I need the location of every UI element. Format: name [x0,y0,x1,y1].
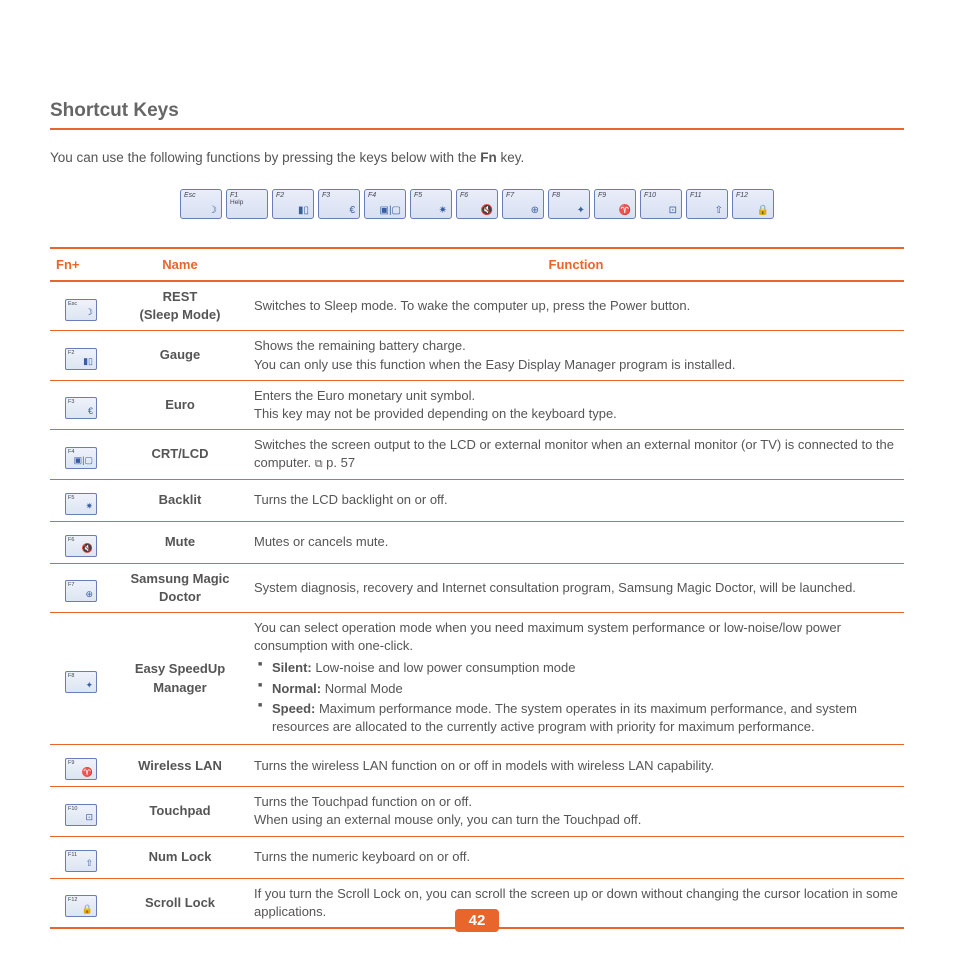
keycap-f2: F2▮▯ [272,189,314,219]
keycap-f10: F10⊡ [640,189,682,219]
mini-keycap-icon: F3€ [65,397,97,419]
table-header-row: Fn+ Name Function [50,248,904,281]
cell-function: Shows the remaining battery charge.You c… [248,331,904,380]
mini-keycap-icon: F8✦ [65,671,97,693]
cell-function: Switches to Sleep mode. To wake the comp… [248,281,904,331]
keycap-row: Esc☽F1HelpF2▮▯F3€F4▣|▢F5✷F6🔇F7⊕F8✦F9♈F10… [50,189,904,219]
cell-name: Samsung Magic Doctor [112,563,248,612]
shortcut-table: Fn+ Name Function Esc☽REST(Sleep Mode)Sw… [50,247,904,929]
keycap-f7: F7⊕ [502,189,544,219]
header-fn: Fn+ [50,248,112,281]
mini-keycap-icon: Esc☽ [65,299,97,321]
mini-keycap-icon: F7⊕ [65,580,97,602]
intro-post: key. [497,150,525,165]
cell-name: Euro [112,380,248,429]
table-row: F8✦ Easy SpeedUp ManagerYou can select op… [50,613,904,745]
table-row: F10⊡ TouchpadTurns the Touchpad function … [50,787,904,836]
intro-fn: Fn [480,150,497,165]
mini-keycap-icon: F9♈ [65,758,97,780]
keycap-f11: F11⇧ [686,189,728,219]
mini-keycap-icon: F2▮▯ [65,348,97,370]
cell-key: F4▣|▢ [50,430,112,480]
keycap-f9: F9♈ [594,189,636,219]
cell-name: Mute [112,521,248,563]
mini-keycap-icon: F11⇧ [65,850,97,872]
page: Shortcut Keys You can use the following … [0,0,954,929]
table-body: Esc☽ REST(Sleep Mode)Switches to Sleep mo… [50,281,904,928]
header-name: Name [112,248,248,281]
cell-function: Enters the Euro monetary unit symbol.Thi… [248,380,904,429]
cell-key: F8✦ [50,613,112,745]
cell-name: Backlit [112,479,248,521]
mini-keycap-icon: F6🔇 [65,535,97,557]
cell-key: Esc☽ [50,281,112,331]
cell-function: Switches the screen output to the LCD or… [248,430,904,480]
cell-key: F7⊕ [50,563,112,612]
cell-key: F11⇧ [50,836,112,878]
cell-function: Turns the Touchpad function on or off.Wh… [248,787,904,836]
cell-function: System diagnosis, recovery and Internet … [248,563,904,612]
cell-function: Mutes or cancels mute. [248,521,904,563]
mini-keycap-icon: F10⊡ [65,804,97,826]
cell-key: F5✷ [50,479,112,521]
table-row: F11⇧ Num LockTurns the numeric keyboard o… [50,836,904,878]
cell-function: Turns the LCD backlight on or off. [248,479,904,521]
mini-keycap-icon: F5✷ [65,493,97,515]
keycap-f5: F5✷ [410,189,452,219]
cell-key: F9♈ [50,745,112,787]
keycap-f12: F12🔒 [732,189,774,219]
keycap-f8: F8✦ [548,189,590,219]
cell-name: Touchpad [112,787,248,836]
cell-name: Easy SpeedUp Manager [112,613,248,745]
page-number-wrap: 42 [0,909,954,932]
table-row: F9♈ Wireless LANTurns the wireless LAN fu… [50,745,904,787]
table-row: Esc☽ REST(Sleep Mode)Switches to Sleep mo… [50,281,904,331]
page-number: 42 [455,909,500,932]
keycap-esc: Esc☽ [180,189,222,219]
cell-name: Num Lock [112,836,248,878]
header-function: Function [248,248,904,281]
table-row: F3€ EuroEnters the Euro monetary unit sym… [50,380,904,429]
keycap-f1: F1Help [226,189,268,219]
cell-name: REST(Sleep Mode) [112,281,248,331]
mini-keycap-icon: F4▣|▢ [65,447,97,469]
table-row: F4▣|▢ CRT/LCDSwitches the screen output t… [50,430,904,480]
cell-key: F3€ [50,380,112,429]
table-row: F7⊕ Samsung Magic DoctorSystem diagnosis,… [50,563,904,612]
cell-name: CRT/LCD [112,430,248,480]
cell-name: Wireless LAN [112,745,248,787]
page-title: Shortcut Keys [50,100,904,130]
keycap-f4: F4▣|▢ [364,189,406,219]
cell-key: F2▮▯ [50,331,112,380]
cell-function: Turns the wireless LAN function on or of… [248,745,904,787]
table-row: F2▮▯ GaugeShows the remaining battery cha… [50,331,904,380]
cell-name: Gauge [112,331,248,380]
keycap-f3: F3€ [318,189,360,219]
cell-key: F6🔇 [50,521,112,563]
cell-key: F10⊡ [50,787,112,836]
table-row: F5✷ BacklitTurns the LCD backlight on or … [50,479,904,521]
intro-pre: You can use the following functions by p… [50,150,480,165]
cell-function: You can select operation mode when you n… [248,613,904,745]
intro-text: You can use the following functions by p… [50,150,904,165]
table-row: F6🔇 MuteMutes or cancels mute. [50,521,904,563]
cell-function: Turns the numeric keyboard on or off. [248,836,904,878]
keycap-f6: F6🔇 [456,189,498,219]
